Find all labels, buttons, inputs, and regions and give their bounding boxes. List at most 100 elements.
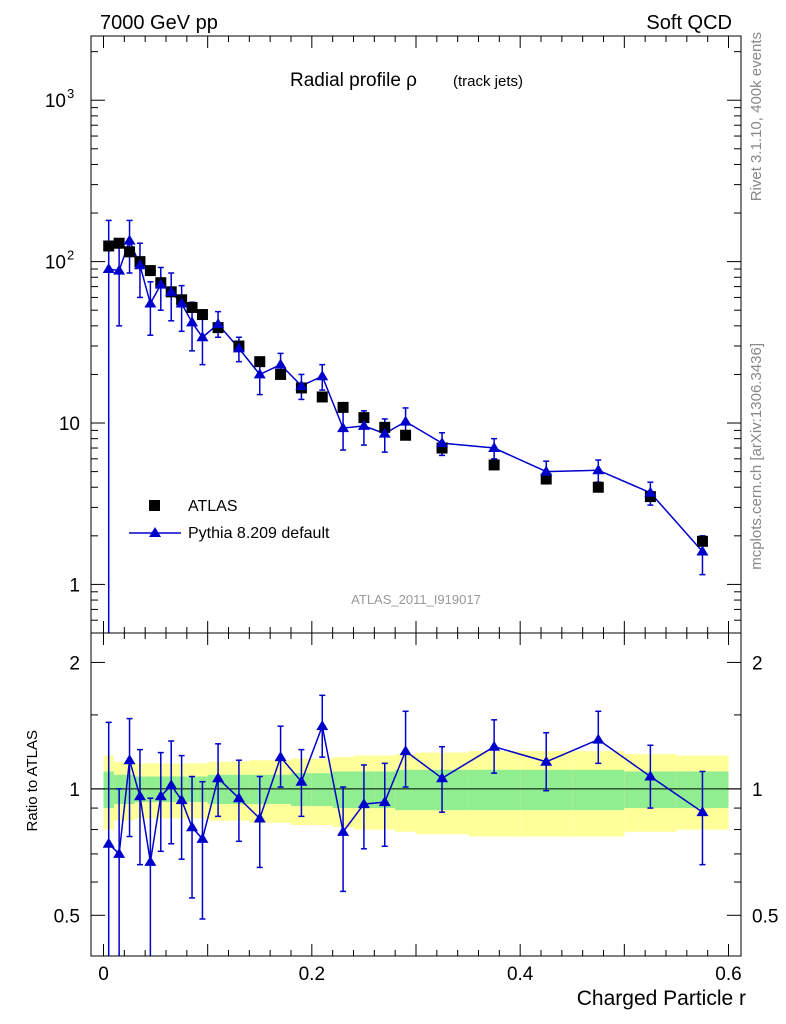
main-axis-ticks [91, 36, 741, 634]
ratio-band-inner [270, 774, 291, 805]
ratio-panel: 0.5 0.5 1 1 2 2 [54, 632, 779, 957]
ratio-y-tick-label: 1 [69, 780, 80, 801]
main-y-tick-exponent: 3 [67, 86, 74, 101]
pythia-point [133, 259, 146, 270]
ratio-axis-ticks [91, 633, 741, 956]
atlas-point [254, 356, 266, 368]
atlas-point [186, 301, 198, 313]
ratio-point [154, 790, 167, 801]
legend-atlas-label: ATLAS [188, 498, 238, 515]
legend-pythia-marker [149, 527, 161, 537]
ratio-y-tick-label-right: 0.5 [752, 906, 778, 927]
pythia-point [123, 234, 136, 245]
ratio-point [592, 733, 605, 744]
main-frame [90, 35, 742, 634]
atlas-point [400, 429, 412, 441]
atlas-point [337, 401, 349, 413]
x-tick-label: 0 [98, 964, 109, 985]
pythia-point [644, 486, 657, 497]
ratio-point [337, 825, 350, 836]
pythia-point [102, 263, 115, 274]
pythia-point [378, 427, 391, 438]
ratio-point [102, 837, 115, 848]
ratio-point [316, 720, 329, 731]
main-y-tick-label: 10 [59, 414, 80, 435]
atlas-point [488, 459, 500, 471]
main-y-tick-label: 10 [45, 253, 66, 274]
pythia-point [253, 368, 266, 379]
header-process-label: Soft QCD [646, 12, 732, 34]
pythia-point [696, 545, 709, 556]
atlas-point [316, 391, 328, 403]
atlas-point [196, 309, 208, 321]
ratio-point [196, 832, 209, 843]
pythia-point [165, 285, 178, 296]
ratio-point [232, 792, 245, 803]
pythia-point [144, 297, 157, 308]
ratio-point [144, 855, 157, 866]
pythia-point [592, 464, 605, 475]
main-y-tick-label: 10 [45, 91, 66, 112]
legend: ATLAS Pythia 8.209 default [129, 498, 330, 542]
ratio-point [295, 775, 308, 786]
ratio-point [540, 755, 553, 766]
ratio-band-inner [468, 769, 521, 811]
atlas-point [144, 265, 156, 277]
ratio-point [644, 770, 657, 781]
ratio-point [274, 751, 287, 762]
atlas-point [696, 535, 708, 547]
pythia-point [357, 419, 370, 430]
mcplots-label: mcplots.cern.ch [arXiv:1306.3436] [748, 343, 765, 570]
ratio-band-inner [311, 773, 333, 807]
ratio-point [696, 806, 709, 817]
pythia-point [436, 437, 449, 448]
x-tick-label: 0.4 [507, 964, 534, 985]
legend-atlas-marker [149, 500, 160, 511]
ratio-point [212, 772, 225, 783]
ratio-point [436, 772, 449, 783]
chart-title: Radial profile ρ [290, 70, 417, 91]
ratio-point [378, 796, 391, 807]
pythia-point [316, 370, 329, 381]
pythia-point [540, 465, 553, 476]
ratio-point [186, 821, 199, 832]
atlas-point [113, 237, 125, 249]
ratio-data [102, 694, 709, 956]
x-axis-title: Charged Particle r [577, 987, 746, 1010]
header-beam-label: 7000 GeV pp [100, 12, 218, 34]
atlas-point [436, 442, 448, 454]
pythia-point [232, 342, 245, 353]
ratio-y-tick-label: 2 [69, 653, 80, 674]
pythia-point [196, 331, 209, 342]
ratio-band-inner [572, 769, 625, 811]
pythia-point [337, 422, 350, 433]
atlas-point [592, 481, 604, 493]
pythia-point [399, 415, 412, 426]
ratio-y-tick-label-right: 2 [752, 653, 763, 674]
atlas-point [540, 473, 552, 485]
ratio-series-line [108, 723, 703, 863]
ratio-point [113, 847, 126, 858]
atlas-point [358, 412, 370, 424]
ratio-point [488, 740, 501, 751]
pythia-point [295, 379, 308, 390]
pythia-point [113, 264, 126, 275]
ratio-y-tick-labels: 0.5 0.5 1 1 2 2 [54, 653, 779, 927]
atlas-point [275, 368, 287, 380]
analysis-label: ATLAS_2011_I919017 [351, 592, 481, 607]
ratio-point [133, 790, 146, 801]
ratio-point [399, 745, 412, 756]
ratio-point [357, 798, 370, 809]
main-data [102, 219, 709, 633]
ratio-uncertainty-band [103, 751, 729, 837]
ratio-y-tick-label: 0.5 [54, 906, 80, 927]
ratio-y-tick-label-right: 1 [752, 780, 763, 801]
x-tick-labels: 0 0.2 0.4 0.6 [98, 964, 742, 985]
pythia-point [488, 442, 501, 453]
pythia-point [154, 278, 167, 289]
main-y-tick-exponent: 2 [67, 248, 74, 263]
pythia-point [212, 318, 225, 329]
